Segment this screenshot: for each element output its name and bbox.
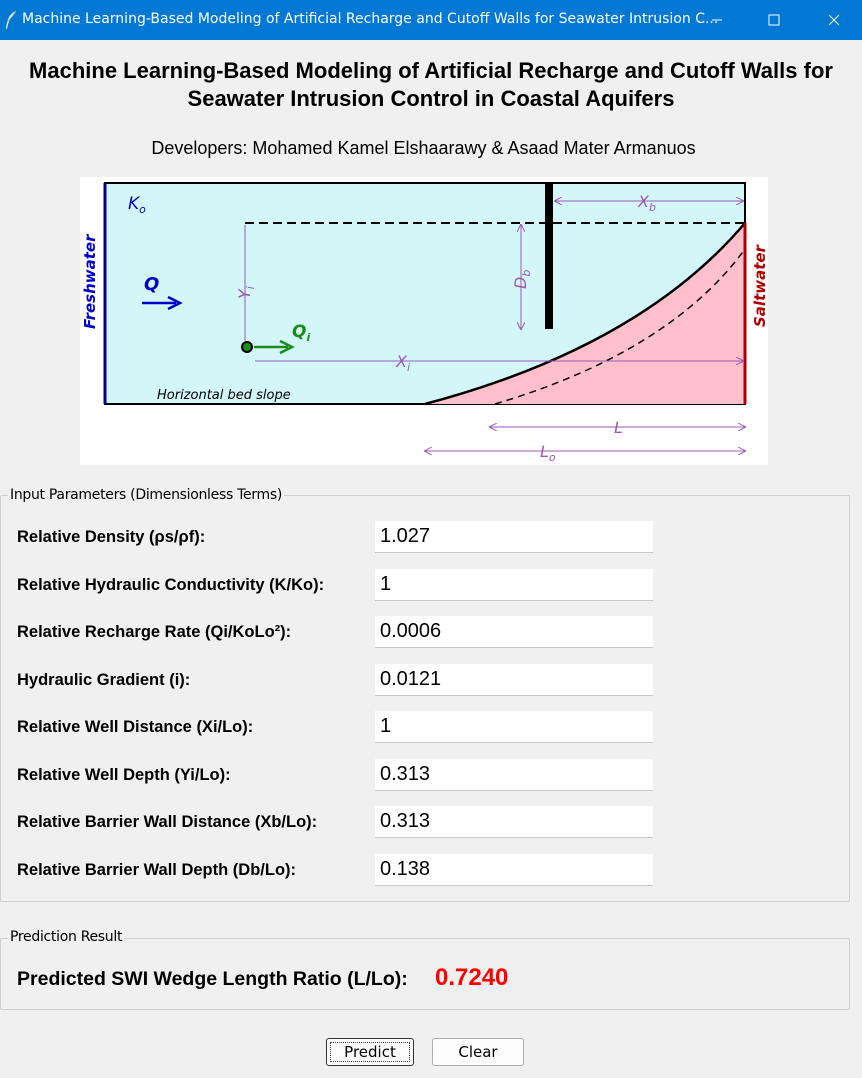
q-label: Q xyxy=(144,274,159,295)
l-label: L xyxy=(614,418,623,437)
feather-icon xyxy=(6,10,17,29)
result-value: 0.7240 xyxy=(435,964,509,991)
freshwater-label: Freshwater xyxy=(81,233,99,329)
param-label-well-depth: Relative Well Depth (Yi/Lo): xyxy=(17,766,231,784)
page-title: Machine Learning-Based Modeling of Artif… xyxy=(29,58,833,111)
maximize-icon xyxy=(768,14,779,26)
saltwater-wedge xyxy=(425,223,745,404)
well-depth-input[interactable] xyxy=(375,759,653,791)
hydraulic-gradient-input[interactable] xyxy=(375,664,653,696)
prediction-result-group xyxy=(0,938,850,1010)
recharge-well xyxy=(241,341,253,353)
input-parameters-legend: Input Parameters (Dimensionless Terms) xyxy=(8,487,284,503)
clear-button[interactable]: Clear xyxy=(432,1038,524,1066)
param-label-barrier-wall-depth: Relative Barrier Wall Depth (Db/Lo): xyxy=(17,861,297,879)
lo-label: Lo xyxy=(540,442,556,464)
close-icon xyxy=(828,14,839,26)
ko-label: Ko xyxy=(128,194,146,216)
window-title: Machine Learning-Based Modeling of Artif… xyxy=(22,11,719,27)
xb-label: Xb xyxy=(637,192,656,214)
minimize-button[interactable] xyxy=(688,0,745,40)
barrier-wall-distance-input[interactable] xyxy=(375,806,653,838)
input-parameters-group xyxy=(0,495,850,902)
aquifer-schematic: Ko Freshwater Saltwater Q Qi Yi Db Xb Xi… xyxy=(80,177,769,465)
param-label-relative-density: Relative Density (ρs/ρf): xyxy=(17,528,206,546)
maximize-button[interactable] xyxy=(745,0,802,40)
minimize-icon xyxy=(711,19,722,21)
result-label: Predicted SWI Wedge Length Ratio (L/Lo): xyxy=(17,968,408,990)
predict-button-label: Predict xyxy=(344,1043,396,1061)
xi-label: Xi xyxy=(395,352,410,374)
recharge-rate-input[interactable] xyxy=(375,616,653,648)
focus-ring xyxy=(330,1042,410,1062)
clear-button-label: Clear xyxy=(458,1043,498,1061)
developers-credit: Developers: Mohamed Kamel Elshaarawy & A… xyxy=(151,138,696,158)
saltwater-label: Saltwater xyxy=(751,243,768,327)
original-interface xyxy=(494,248,746,405)
hydraulic-conductivity-input[interactable] xyxy=(375,569,653,601)
relative-density-input[interactable] xyxy=(375,521,653,553)
window-titlebar: Machine Learning-Based Modeling of Artif… xyxy=(0,0,862,40)
yi-label: Yi xyxy=(235,286,257,299)
qi-label: Qi xyxy=(292,322,310,344)
wedge-interface xyxy=(424,222,746,406)
param-label-hydraulic-gradient: Hydraulic Gradient (i): xyxy=(17,671,191,689)
close-button[interactable] xyxy=(805,0,862,40)
cutoff-wall xyxy=(545,183,553,329)
barrier-wall-depth-input[interactable] xyxy=(375,854,653,886)
db-label: Db xyxy=(511,270,533,289)
param-label-recharge-rate: Relative Recharge Rate (Qi/KoLo²): xyxy=(17,623,292,641)
param-label-well-distance: Relative Well Distance (Xi/Lo): xyxy=(17,718,254,736)
predict-button[interactable]: Predict xyxy=(326,1038,414,1066)
bed-slope-label: Horizontal bed slope xyxy=(157,388,291,403)
param-label-barrier-wall-distance: Relative Barrier Wall Distance (Xb/Lo): xyxy=(17,813,318,831)
prediction-result-legend: Prediction Result xyxy=(8,929,125,945)
param-label-hydraulic-conductivity: Relative Hydraulic Conductivity (K/Ko): xyxy=(17,576,325,594)
well-distance-input[interactable] xyxy=(375,711,653,743)
